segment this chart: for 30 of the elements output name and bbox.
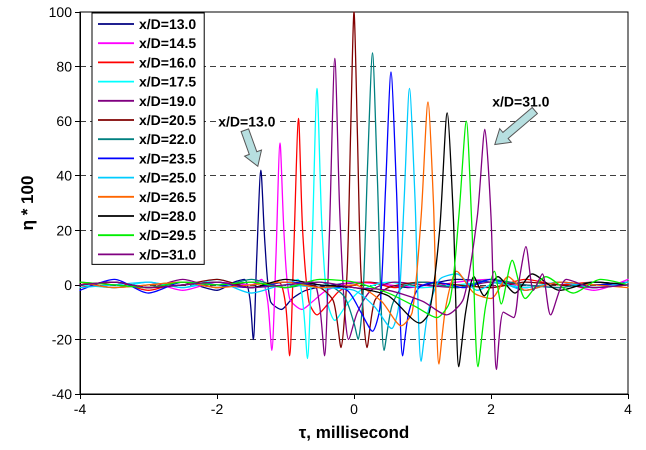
legend-label: x/D=17.5 [139,74,196,90]
legend-label: x/D=16.0 [139,54,196,70]
x-tick-label: 0 [350,401,358,417]
y-tick-label: -40 [52,386,72,402]
legend-label: x/D=19.0 [139,92,196,109]
x-tick-label: -4 [74,401,86,417]
y-tick-label: 20 [56,222,72,238]
y-tick-label: 40 [56,168,72,184]
legend-label: x/D=31.0 [139,246,196,262]
legend-label: x/D=28.0 [139,208,196,224]
y-axis-title: η * 100 [18,176,37,230]
legend-label: x/D=26.5 [139,188,196,205]
y-tick-label: 100 [48,4,72,20]
y-tick-label: 80 [56,58,72,75]
x-tick-label: -2 [210,401,224,417]
y-tick-label: -20 [52,331,72,348]
annotation: x/D=31.0 [492,94,550,110]
legend-label: x/D=29.5 [139,227,196,244]
annotation: x/D=13.0 [218,113,276,130]
y-tick-label: 60 [56,113,72,130]
legend-label: x/D=20.5 [139,112,196,128]
legend-label: x/D=25.0 [139,170,196,186]
legend-label: x/D=23.5 [139,150,196,166]
x-tick-label: 4 [624,401,632,417]
legend-label: x/D=13.0 [139,16,196,32]
x-tick-label: 2 [487,401,496,417]
y-tick-label: 0 [64,276,72,293]
legend-label: x/D=14.5 [139,35,196,52]
legend-label: x/D=22.0 [139,131,196,148]
x-axis-title: τ, millisecond [298,423,410,442]
